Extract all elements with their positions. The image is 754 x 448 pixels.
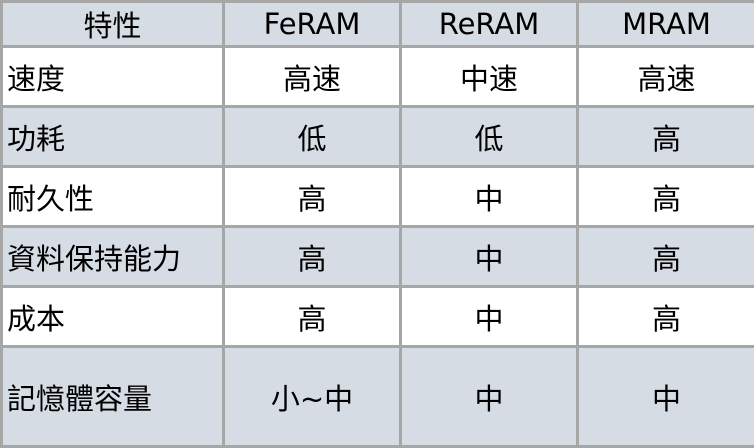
table-cell: 高 bbox=[224, 287, 401, 347]
row-label: 速度 bbox=[2, 47, 224, 107]
header-cell: ReRAM bbox=[401, 2, 578, 47]
table-cell: 高速 bbox=[578, 47, 754, 107]
header-cell: MRAM bbox=[578, 2, 754, 47]
table-cell: 中 bbox=[578, 347, 754, 447]
table-row: 記憶體容量小~中中中 bbox=[2, 347, 754, 447]
row-label: 耐久性 bbox=[2, 167, 224, 227]
table-cell: 低 bbox=[401, 107, 578, 167]
table-cell: 高 bbox=[578, 287, 754, 347]
table-row: 成本高中高 bbox=[2, 287, 754, 347]
table-row: 速度高速中速高速 bbox=[2, 47, 754, 107]
table-cell: 中 bbox=[401, 347, 578, 447]
table-cell: 高 bbox=[578, 107, 754, 167]
table-row: 資料保持能力高中高 bbox=[2, 227, 754, 287]
table-row: 耐久性高中高 bbox=[2, 167, 754, 227]
table-cell: 高 bbox=[224, 227, 401, 287]
row-label: 資料保持能力 bbox=[2, 227, 224, 287]
table-cell: 中速 bbox=[401, 47, 578, 107]
table-cell: 高 bbox=[578, 167, 754, 227]
table-cell: 中 bbox=[401, 227, 578, 287]
table-cell: 高 bbox=[224, 167, 401, 227]
table-cell: 低 bbox=[224, 107, 401, 167]
table-cell: 中 bbox=[401, 167, 578, 227]
row-label: 記憶體容量 bbox=[2, 347, 224, 447]
row-label: 成本 bbox=[2, 287, 224, 347]
table-cell: 小~中 bbox=[224, 347, 401, 447]
header-cell: 特性 bbox=[2, 2, 224, 47]
table-cell: 中 bbox=[401, 287, 578, 347]
table-cell: 高 bbox=[578, 227, 754, 287]
header-cell: FeRAM bbox=[224, 2, 401, 47]
header-row: 特性 FeRAM ReRAM MRAM bbox=[2, 2, 754, 47]
row-label: 功耗 bbox=[2, 107, 224, 167]
table-cell: 高速 bbox=[224, 47, 401, 107]
table-row: 功耗低低高 bbox=[2, 107, 754, 167]
